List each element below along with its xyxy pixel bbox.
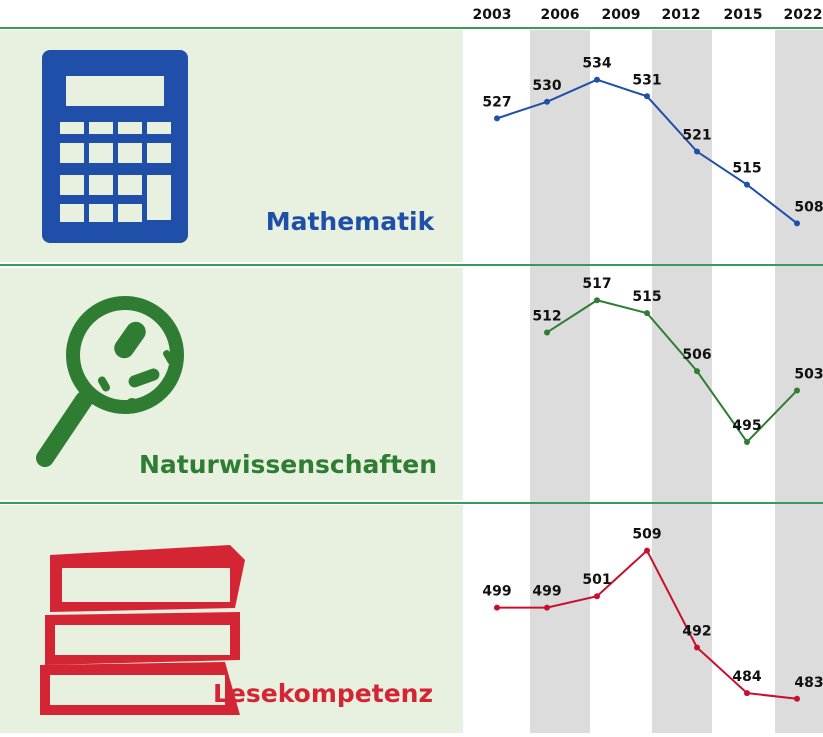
year-band bbox=[775, 30, 823, 733]
data-point bbox=[794, 387, 800, 394]
data-label: 484 bbox=[732, 669, 761, 685]
data-label: 512 bbox=[532, 308, 561, 324]
data-point bbox=[594, 297, 600, 304]
x-tick-label: 2003 bbox=[473, 7, 512, 23]
data-point bbox=[544, 98, 550, 105]
data-point bbox=[744, 439, 750, 445]
data-label: 527 bbox=[482, 94, 511, 110]
data-point bbox=[544, 604, 550, 611]
data-point bbox=[744, 181, 750, 188]
data-point bbox=[694, 644, 700, 651]
x-tick-label: 2006 bbox=[541, 7, 580, 23]
data-label: 515 bbox=[732, 161, 761, 177]
books-icon bbox=[40, 545, 245, 715]
data-label: 530 bbox=[532, 78, 561, 94]
data-point bbox=[744, 690, 750, 697]
data-point bbox=[544, 329, 550, 336]
data-label: 534 bbox=[582, 56, 611, 72]
magnifier-icon bbox=[36, 296, 184, 467]
data-point bbox=[494, 115, 500, 122]
x-tick-label: 2012 bbox=[662, 7, 701, 23]
data-point bbox=[644, 547, 650, 554]
data-point bbox=[494, 604, 500, 611]
data-label: 499 bbox=[532, 584, 561, 600]
data-label: 499 bbox=[482, 584, 511, 600]
data-label: 521 bbox=[682, 128, 711, 144]
data-label: 495 bbox=[732, 418, 761, 434]
year-band bbox=[652, 30, 712, 733]
data-point bbox=[794, 220, 800, 227]
data-label: 508 bbox=[794, 199, 823, 215]
data-label: 503 bbox=[794, 366, 823, 382]
data-point bbox=[644, 93, 650, 100]
data-point bbox=[644, 310, 650, 317]
data-label: 506 bbox=[682, 347, 711, 363]
data-point bbox=[694, 148, 700, 155]
x-tick-label: 2015 bbox=[724, 7, 763, 23]
data-label: 492 bbox=[682, 624, 711, 640]
data-point bbox=[594, 593, 600, 600]
data-label: 483 bbox=[794, 675, 823, 691]
data-label: 517 bbox=[582, 276, 611, 292]
panel-title: Mathematik bbox=[266, 207, 436, 236]
data-label: 515 bbox=[632, 289, 661, 305]
panel-title: Lesekompetenz bbox=[213, 679, 433, 708]
data-point bbox=[594, 76, 600, 83]
calculator-icon bbox=[42, 50, 188, 243]
x-tick-label: 2022 bbox=[784, 7, 823, 23]
series-line bbox=[546, 299, 798, 444]
data-label: 509 bbox=[632, 527, 661, 543]
year-band bbox=[530, 30, 590, 733]
data-point bbox=[794, 695, 800, 702]
data-point bbox=[694, 368, 700, 375]
panel-title: Naturwissenschaften bbox=[139, 450, 437, 479]
data-label: 501 bbox=[582, 572, 611, 588]
data-label: 531 bbox=[632, 72, 661, 88]
x-tick-label: 2009 bbox=[602, 7, 641, 23]
